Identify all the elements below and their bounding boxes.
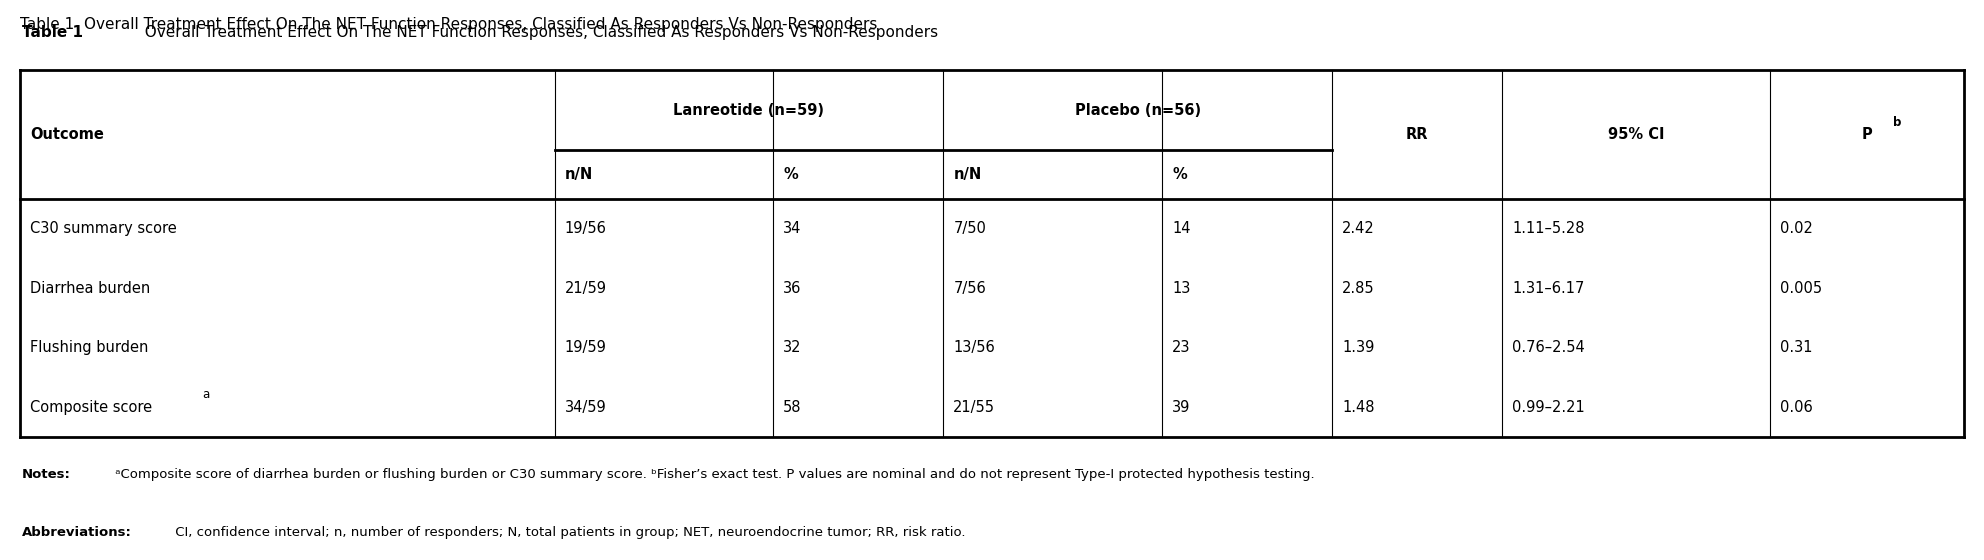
Text: 7/50: 7/50	[952, 221, 986, 236]
Text: 39: 39	[1173, 400, 1190, 414]
Text: 1.39: 1.39	[1341, 340, 1375, 355]
Text: 1.11–5.28: 1.11–5.28	[1512, 221, 1585, 236]
Text: 34: 34	[784, 221, 802, 236]
Text: %: %	[784, 167, 798, 182]
Text: ᵃComposite score of diarrhea burden or flushing burden or C30 summary score. ᵇFi: ᵃComposite score of diarrhea burden or f…	[111, 468, 1315, 480]
Text: %: %	[1173, 167, 1186, 182]
Text: 23: 23	[1173, 340, 1190, 355]
Text: n/N: n/N	[952, 167, 982, 182]
Text: Overall Treatment Effect On The NET Function Responses, Classified As Responders: Overall Treatment Effect On The NET Func…	[135, 25, 938, 40]
Text: 2.85: 2.85	[1341, 281, 1375, 296]
Text: 14: 14	[1173, 221, 1190, 236]
Text: Diarrhea burden: Diarrhea burden	[30, 281, 151, 296]
Text: Abbreviations:: Abbreviations:	[22, 526, 131, 539]
Text: RR: RR	[1407, 127, 1428, 142]
Text: CI, confidence interval; n, number of responders; N, total patients in group; NE: CI, confidence interval; n, number of re…	[171, 526, 964, 539]
Text: 0.99–2.21: 0.99–2.21	[1512, 400, 1585, 414]
Text: P: P	[1861, 127, 1873, 142]
Text: 0.005: 0.005	[1780, 281, 1821, 296]
Text: 13: 13	[1173, 281, 1190, 296]
Text: 0.76–2.54: 0.76–2.54	[1512, 340, 1585, 355]
Text: Table 1: Table 1	[22, 25, 83, 40]
Text: b: b	[1893, 116, 1901, 129]
Text: 1.31–6.17: 1.31–6.17	[1512, 281, 1585, 296]
Text: 19/59: 19/59	[563, 340, 607, 355]
Text: 21/59: 21/59	[563, 281, 607, 296]
Text: 0.06: 0.06	[1780, 400, 1813, 414]
Text: 21/55: 21/55	[952, 400, 996, 414]
Text: 58: 58	[784, 400, 802, 414]
Text: Lanreotide (n=59): Lanreotide (n=59)	[673, 102, 825, 118]
Text: 36: 36	[784, 281, 802, 296]
Text: Outcome: Outcome	[30, 127, 103, 142]
Text: 2.42: 2.42	[1341, 221, 1375, 236]
Text: n/N: n/N	[563, 167, 593, 182]
Text: a: a	[202, 388, 210, 402]
Text: C30 summary score: C30 summary score	[30, 221, 177, 236]
Text: Notes:: Notes:	[22, 468, 71, 480]
Text: 34/59: 34/59	[563, 400, 607, 414]
Text: 19/56: 19/56	[563, 221, 607, 236]
Text: Composite score: Composite score	[30, 400, 153, 414]
Text: 95% CI: 95% CI	[1607, 127, 1665, 142]
Text: Flushing burden: Flushing burden	[30, 340, 149, 355]
Text: 13/56: 13/56	[952, 340, 996, 355]
Text: 32: 32	[784, 340, 802, 355]
Text: 0.02: 0.02	[1780, 221, 1813, 236]
Text: Placebo (n=56): Placebo (n=56)	[1075, 102, 1200, 118]
Text: 1.48: 1.48	[1341, 400, 1375, 414]
Text: 0.31: 0.31	[1780, 340, 1811, 355]
Text: Table 1  Overall Treatment Effect On The NET Function Responses, Classified As R: Table 1 Overall Treatment Effect On The …	[20, 17, 877, 32]
Text: 7/56: 7/56	[952, 281, 986, 296]
